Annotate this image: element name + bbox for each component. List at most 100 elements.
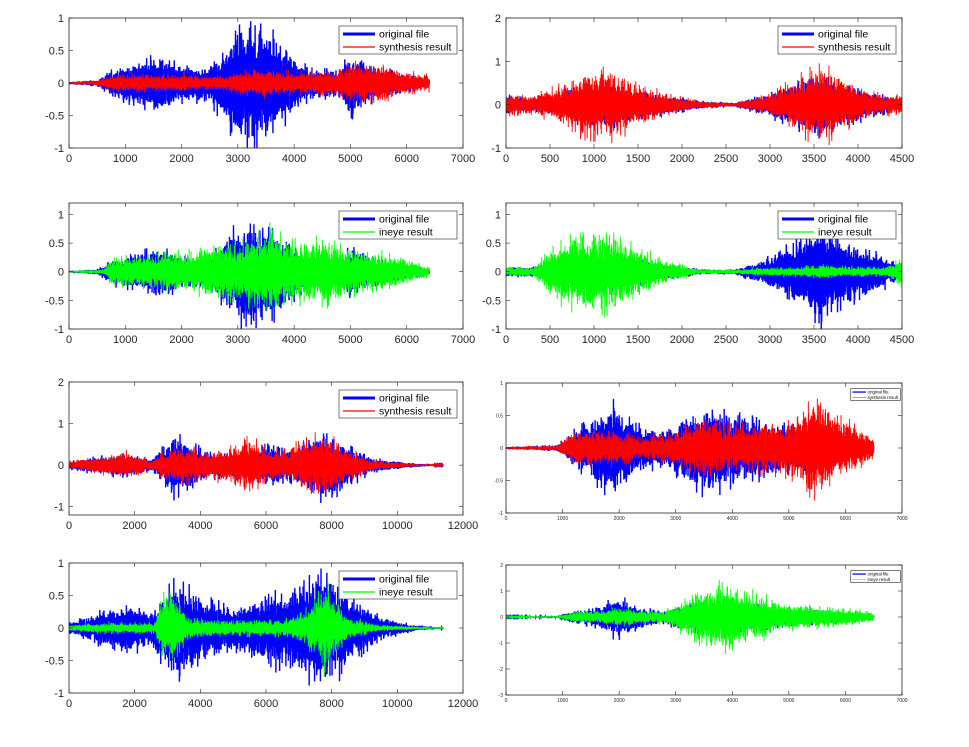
chart-panel-6: 0 1000 2000 3000 4000 5000 6000 7000 -1 -0.5 0 0.5 1… (494, 381, 907, 522)
series-line-synthesis-result (69, 60, 430, 106)
y-tick-label: -0.5 (45, 656, 64, 668)
y-tick-label: 0.5 (49, 591, 64, 603)
y-tick-label: 0.5 (49, 238, 64, 250)
axes-frame (505, 564, 903, 696)
x-tick-label: 4000 (727, 698, 738, 704)
axes-frame (505, 17, 903, 149)
x-tick-label: 0 (66, 698, 72, 710)
series-line-ineye-result (506, 579, 875, 655)
x-tick-label: 4000 (282, 334, 306, 346)
x-tick-label: 6000 (840, 516, 851, 522)
y-tick-label: -0.5 (482, 295, 501, 307)
legend-label: original file (379, 214, 429, 226)
x-tick-label: 2000 (670, 153, 694, 165)
x-tick-label: 5000 (783, 698, 794, 704)
y-tick-label: -1 (499, 641, 504, 647)
y-tick-label: 1 (500, 381, 503, 387)
x-tick-label: 6000 (394, 334, 418, 346)
x-tick-label: 3000 (758, 153, 782, 165)
x-tick-label: 2500 (714, 153, 738, 165)
x-tick-label: 2500 (714, 334, 738, 346)
x-tick-label: 10000 (382, 520, 413, 532)
x-tick-label: 6000 (394, 153, 418, 165)
y-tick-label: -1 (499, 511, 504, 517)
x-tick-label: 1500 (626, 153, 650, 165)
x-tick-label: 3000 (758, 334, 782, 346)
series-line-ineye-result (69, 583, 444, 677)
y-tick-label: -0.5 (45, 111, 64, 123)
x-tick-label: 2000 (614, 516, 625, 522)
y-tick-label: 0 (500, 446, 503, 452)
legend-label: original file (379, 29, 429, 41)
y-tick-label: 0.5 (486, 238, 501, 250)
y-tick-label: 0 (500, 615, 503, 621)
x-tick-label: 2000 (670, 334, 694, 346)
x-tick-label: 3000 (670, 698, 681, 704)
y-tick-label: -3 (499, 693, 504, 699)
y-tick-label: 2 (500, 563, 503, 569)
x-tick-label: 6000 (840, 698, 851, 704)
y-tick-label: 1 (58, 419, 64, 431)
y-tick-label: 1 (58, 209, 64, 221)
series-line-ineye-result (506, 232, 902, 318)
y-tick-label: 0.5 (49, 46, 64, 58)
x-tick-label: 4000 (282, 153, 306, 165)
y-tick-label: 0 (58, 267, 64, 279)
x-tick-label: 0 (66, 520, 72, 532)
x-tick-label: 5000 (783, 516, 794, 522)
x-tick-label: 4000 (188, 520, 212, 532)
x-tick-label: 1000 (582, 153, 606, 165)
x-tick-label: 3500 (802, 334, 826, 346)
x-tick-label: 0 (503, 334, 509, 346)
x-tick-label: 8000 (319, 520, 343, 532)
x-tick-label: 1000 (113, 153, 137, 165)
y-tick-label: 0 (58, 78, 64, 90)
axes-frame (505, 202, 903, 330)
series-line-original-file (69, 568, 444, 686)
legend-label: original file (868, 572, 890, 577)
x-tick-label: 3000 (670, 516, 681, 522)
x-tick-label: 500 (541, 334, 559, 346)
y-tick-label: 2 (58, 377, 64, 389)
legend-label: synthesis result (818, 42, 890, 54)
y-tick-label: 0.5 (496, 414, 503, 420)
x-tick-label: 7000 (451, 334, 475, 346)
x-tick-label: 0 (503, 153, 509, 165)
series-line-synthesis-result (506, 63, 902, 146)
x-tick-label: 1000 (557, 698, 568, 704)
x-tick-label: 1000 (113, 334, 137, 346)
x-tick-label: 2000 (169, 334, 193, 346)
x-tick-label: 6000 (254, 520, 278, 532)
axes-frame (68, 202, 464, 330)
y-tick-label: 2 (495, 13, 501, 25)
series-line-synthesis-result (69, 432, 444, 495)
legend-label: original file (818, 214, 868, 226)
y-tick-label: -0.5 (45, 295, 64, 307)
y-tick-label: -2 (499, 667, 504, 673)
legend-label: synthesis result (379, 42, 451, 54)
y-tick-label: 1 (58, 558, 64, 570)
legend-label: original file (818, 29, 868, 41)
x-tick-label: 8000 (319, 698, 343, 710)
x-tick-label: 7000 (451, 153, 475, 165)
x-tick-label: 2000 (169, 153, 193, 165)
x-tick-label: 2000 (614, 698, 625, 704)
chart-panel-3: 0 1000 2000 3000 4000 5000 6000 7000 -1 -0.5 0 0.5 1… (45, 202, 475, 346)
chart-panel-4: 0 500 1000 1500 2000 2500 3000 3500 4000 4500 -1 -0… (482, 202, 914, 346)
legend-label: original file (379, 393, 429, 405)
chart-panel-7: 0 2000 4000 6000 8000 10000 12000 -1 -0.5 0 0.5 1 or… (45, 558, 478, 710)
x-tick-label: 4000 (188, 698, 212, 710)
x-tick-label: 500 (541, 153, 559, 165)
legend-label: ineye result (818, 227, 872, 239)
x-tick-label: 4500 (890, 153, 914, 165)
y-tick-label: 0 (495, 267, 501, 279)
x-tick-label: 0 (505, 516, 508, 522)
legend-label: ineye result (868, 577, 891, 582)
x-tick-label: 7000 (896, 516, 907, 522)
